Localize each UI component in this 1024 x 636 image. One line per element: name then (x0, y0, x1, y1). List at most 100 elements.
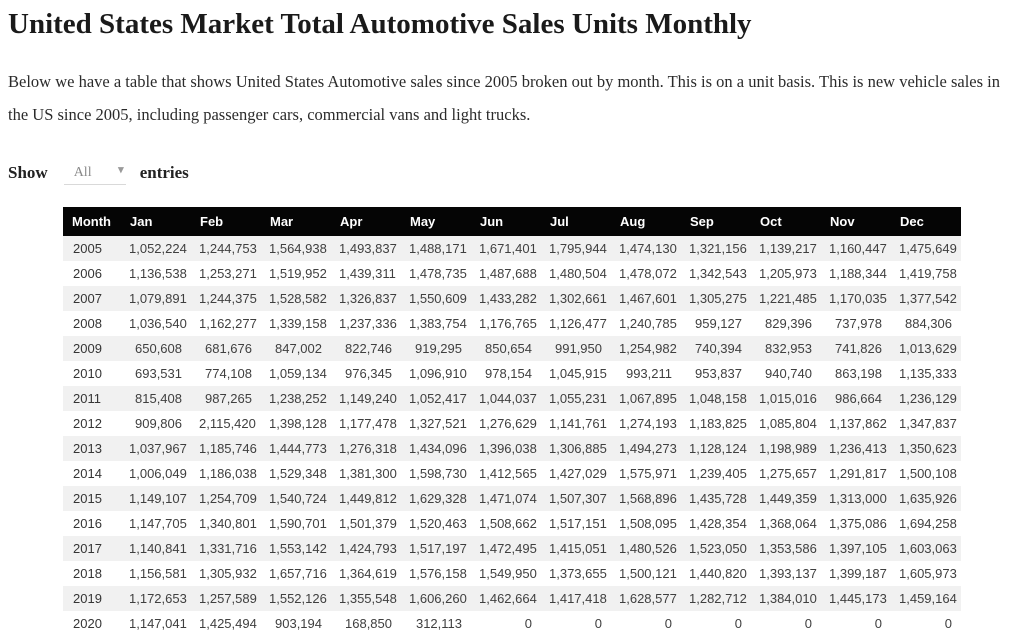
value-cell: 0 (874, 616, 882, 631)
value-cell: 693,531 (135, 366, 182, 381)
show-label: Show (8, 163, 48, 182)
value-cell: 1,488,171 (409, 241, 467, 256)
column-header-dec[interactable]: Dec (891, 207, 961, 236)
column-header-oct[interactable]: Oct (751, 207, 821, 236)
value-cell: 1,236,413 (829, 441, 887, 456)
value-cell: 168,850 (345, 616, 392, 631)
value-cell: 2,115,420 (199, 416, 256, 431)
value-cell: 1,419,758 (899, 266, 957, 281)
value-cell: 1,523,050 (689, 541, 747, 556)
page-description: Below we have a table that shows United … (8, 72, 1000, 124)
value-cell: 832,953 (765, 341, 812, 356)
table-row: 2020 1,147,041 1,425,494 903,194 168,850 312,… (63, 611, 961, 636)
value-cell: 1,487,688 (479, 266, 537, 281)
value-cell: 1,156,581 (129, 566, 187, 581)
value-cell: 1,381,300 (339, 466, 397, 481)
month-cell: 2015 (73, 491, 102, 506)
table-row: 2015 1,149,107 1,254,709 1,540,724 1,449,812… (63, 486, 961, 511)
value-cell: 1,079,891 (129, 291, 187, 306)
value-cell: 1,037,967 (129, 441, 187, 456)
value-cell: 1,575,971 (619, 466, 677, 481)
value-cell: 1,321,156 (689, 241, 747, 256)
value-cell: 1,331,716 (199, 541, 257, 556)
column-header-apr[interactable]: Apr (331, 207, 401, 236)
value-cell: 1,340,801 (199, 516, 257, 531)
value-cell: 1,170,035 (829, 291, 887, 306)
value-cell: 1,415,051 (549, 541, 607, 556)
value-cell: 1,500,108 (899, 466, 957, 481)
value-cell: 1,397,105 (829, 541, 887, 556)
value-cell: 1,126,477 (549, 316, 607, 331)
entries-select[interactable]: All (63, 163, 126, 184)
value-cell: 1,313,000 (829, 491, 887, 506)
value-cell: 681,676 (205, 341, 252, 356)
value-cell: 1,568,896 (619, 491, 677, 506)
value-cell: 1,177,478 (339, 416, 397, 431)
value-cell: 1,471,074 (479, 491, 537, 506)
value-cell: 1,136,538 (129, 266, 187, 281)
month-cell: 2014 (73, 466, 102, 481)
column-header-jun[interactable]: Jun (471, 207, 541, 236)
value-cell: 1,472,495 (479, 541, 537, 556)
value-cell: 1,449,812 (339, 491, 397, 506)
column-header-sep[interactable]: Sep (681, 207, 751, 236)
value-cell: 1,384,010 (759, 591, 817, 606)
sales-table-body: 2005 1,052,224 1,244,753 1,564,938 1,493,837… (63, 236, 961, 636)
value-cell: 1,694,258 (899, 516, 957, 531)
month-cell: 2011 (73, 391, 101, 406)
value-cell: 1,425,494 (199, 616, 257, 631)
value-cell: 1,059,134 (269, 366, 327, 381)
value-cell: 1,564,938 (269, 241, 327, 256)
value-cell: 1,440,820 (689, 566, 747, 581)
column-header-month[interactable]: Month (63, 207, 121, 236)
value-cell: 1,500,121 (619, 566, 677, 581)
value-cell: 1,237,336 (339, 316, 397, 331)
value-cell: 1,517,197 (409, 541, 467, 556)
value-cell: 850,654 (485, 341, 532, 356)
value-cell: 1,439,311 (339, 266, 396, 281)
value-cell: 1,445,173 (829, 591, 887, 606)
column-header-feb[interactable]: Feb (191, 207, 261, 236)
value-cell: 1,137,862 (829, 416, 887, 431)
column-header-jul[interactable]: Jul (541, 207, 611, 236)
value-cell: 1,149,107 (129, 491, 187, 506)
value-cell: 1,480,504 (549, 266, 607, 281)
column-header-aug[interactable]: Aug (611, 207, 681, 236)
value-cell: 1,276,629 (479, 416, 537, 431)
show-entries-control: Show All ▾ entries (8, 161, 1016, 185)
value-cell: 1,528,582 (269, 291, 327, 306)
value-cell: 1,540,724 (269, 491, 327, 506)
value-cell: 1,306,885 (549, 441, 607, 456)
value-cell: 1,327,521 (409, 416, 467, 431)
value-cell: 1,244,375 (199, 291, 257, 306)
table-row: 2014 1,006,049 1,186,038 1,529,348 1,381,300… (63, 461, 961, 486)
column-header-may[interactable]: May (401, 207, 471, 236)
value-cell: 1,254,709 (199, 491, 257, 506)
value-cell: 650,608 (135, 341, 182, 356)
value-cell: 312,113 (415, 616, 462, 631)
value-cell: 986,664 (835, 391, 882, 406)
value-cell: 1,412,565 (479, 466, 537, 481)
value-cell: 1,052,417 (409, 391, 467, 406)
value-cell: 1,147,041 (129, 616, 187, 631)
month-cell: 2007 (73, 291, 102, 306)
value-cell: 1,305,275 (689, 291, 747, 306)
value-cell: 0 (944, 616, 952, 631)
value-cell: 1,238,252 (269, 391, 327, 406)
entries-label: entries (139, 163, 189, 182)
value-cell: 1,417,418 (549, 591, 607, 606)
value-cell: 993,211 (625, 366, 672, 381)
column-header-jan[interactable]: Jan (121, 207, 191, 236)
month-cell: 2006 (73, 266, 102, 281)
value-cell: 1,795,944 (549, 241, 607, 256)
value-cell: 1,128,124 (689, 441, 747, 456)
value-cell: 737,978 (835, 316, 882, 331)
column-header-mar[interactable]: Mar (261, 207, 331, 236)
table-row: 2012 909,806 2,115,420 1,398,128 1,177,478 1,… (63, 411, 961, 436)
value-cell: 1,353,586 (759, 541, 817, 556)
value-cell: 953,837 (695, 366, 742, 381)
column-header-nov[interactable]: Nov (821, 207, 891, 236)
value-cell: 1,160,447 (829, 241, 887, 256)
value-cell: 1,302,661 (549, 291, 607, 306)
value-cell: 1,364,619 (339, 566, 397, 581)
